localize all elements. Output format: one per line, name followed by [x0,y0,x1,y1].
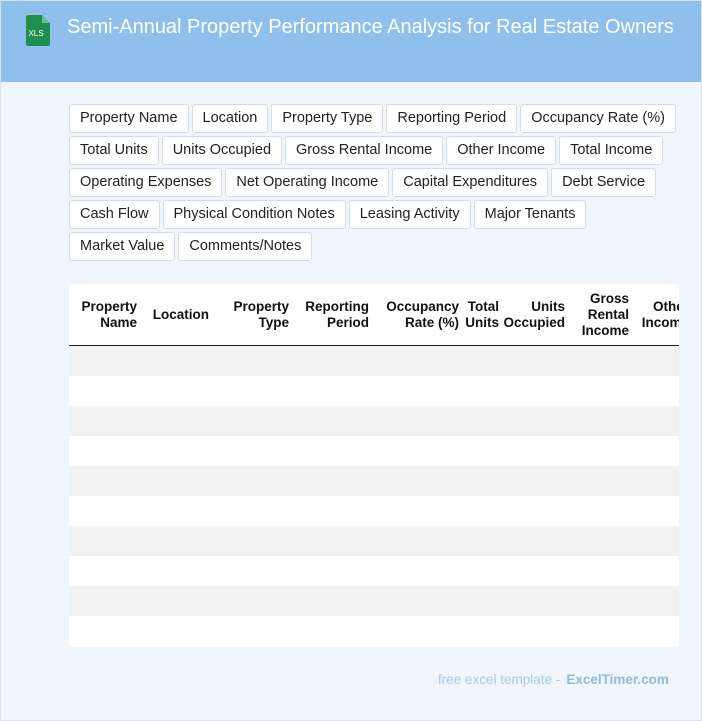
column-chip[interactable]: Physical Condition Notes [162,200,346,229]
table-row [69,586,679,616]
column-chip[interactable]: Comments/Notes [178,232,313,261]
column-chip[interactable]: Market Value [69,232,176,261]
data-table: Property Name Location Property Type Reportin… [69,284,679,647]
xls-icon-label: XLS [28,29,43,38]
column-chip[interactable]: Location [191,104,269,133]
table-row [69,376,679,406]
header-banner: XLS Semi-Annual Property Performance Ana… [1,1,701,82]
column-chip[interactable]: Property Type [271,104,384,133]
table-row [69,556,679,586]
table-row [69,526,679,556]
column-chip[interactable]: Reporting Period [386,104,518,133]
column-chip-list: Property Name Location Property Type Report… [69,104,689,264]
column-header[interactable]: Gross Rental Income [581,290,629,338]
column-chip[interactable]: Debt Service [551,168,657,197]
table-row [69,466,679,496]
column-chip[interactable]: Major Tenants [473,200,587,229]
column-chip[interactable]: Other Income [446,136,557,165]
column-chip[interactable]: Gross Rental Income [285,136,444,165]
column-chip[interactable]: Capital Expenditures [392,168,549,197]
footer-credit: free excel template - ExcelTimer.com [438,672,669,687]
column-chip[interactable]: Property Name [69,104,189,133]
column-header[interactable]: Units Occupied [503,298,565,330]
table-row [69,406,679,436]
footer-prefix: free excel template - [438,672,561,687]
column-chip[interactable]: Leasing Activity [348,200,471,229]
table-row [69,496,679,526]
column-chip[interactable]: Operating Expenses [69,168,223,197]
column-header[interactable]: Property Name [81,298,137,330]
column-header[interactable]: Reporting Period [305,298,369,330]
table-row [69,346,679,376]
xls-file-icon: XLS [26,15,50,46]
table-header-row: Property Name Location Property Type Reportin… [69,284,679,346]
column-chip[interactable]: Total Units [69,136,159,165]
table-row [69,436,679,466]
column-chip[interactable]: Units Occupied [161,136,283,165]
table-row [69,616,679,646]
column-chip[interactable]: Total Income [559,136,664,165]
column-chip[interactable]: Cash Flow [69,200,160,229]
table-body [69,346,679,646]
page-title: Semi-Annual Property Performance Analysi… [67,16,674,38]
footer-brand-link[interactable]: ExcelTimer.com [566,672,669,687]
column-header[interactable]: Property Type [233,298,289,330]
column-header[interactable]: Occupancy Rate (%) [386,298,459,330]
column-chip[interactable]: Net Operating Income [225,168,390,197]
column-chip[interactable]: Occupancy Rate (%) [520,104,676,133]
column-header[interactable]: Location [152,306,209,322]
column-header[interactable]: Total Units [465,298,499,330]
